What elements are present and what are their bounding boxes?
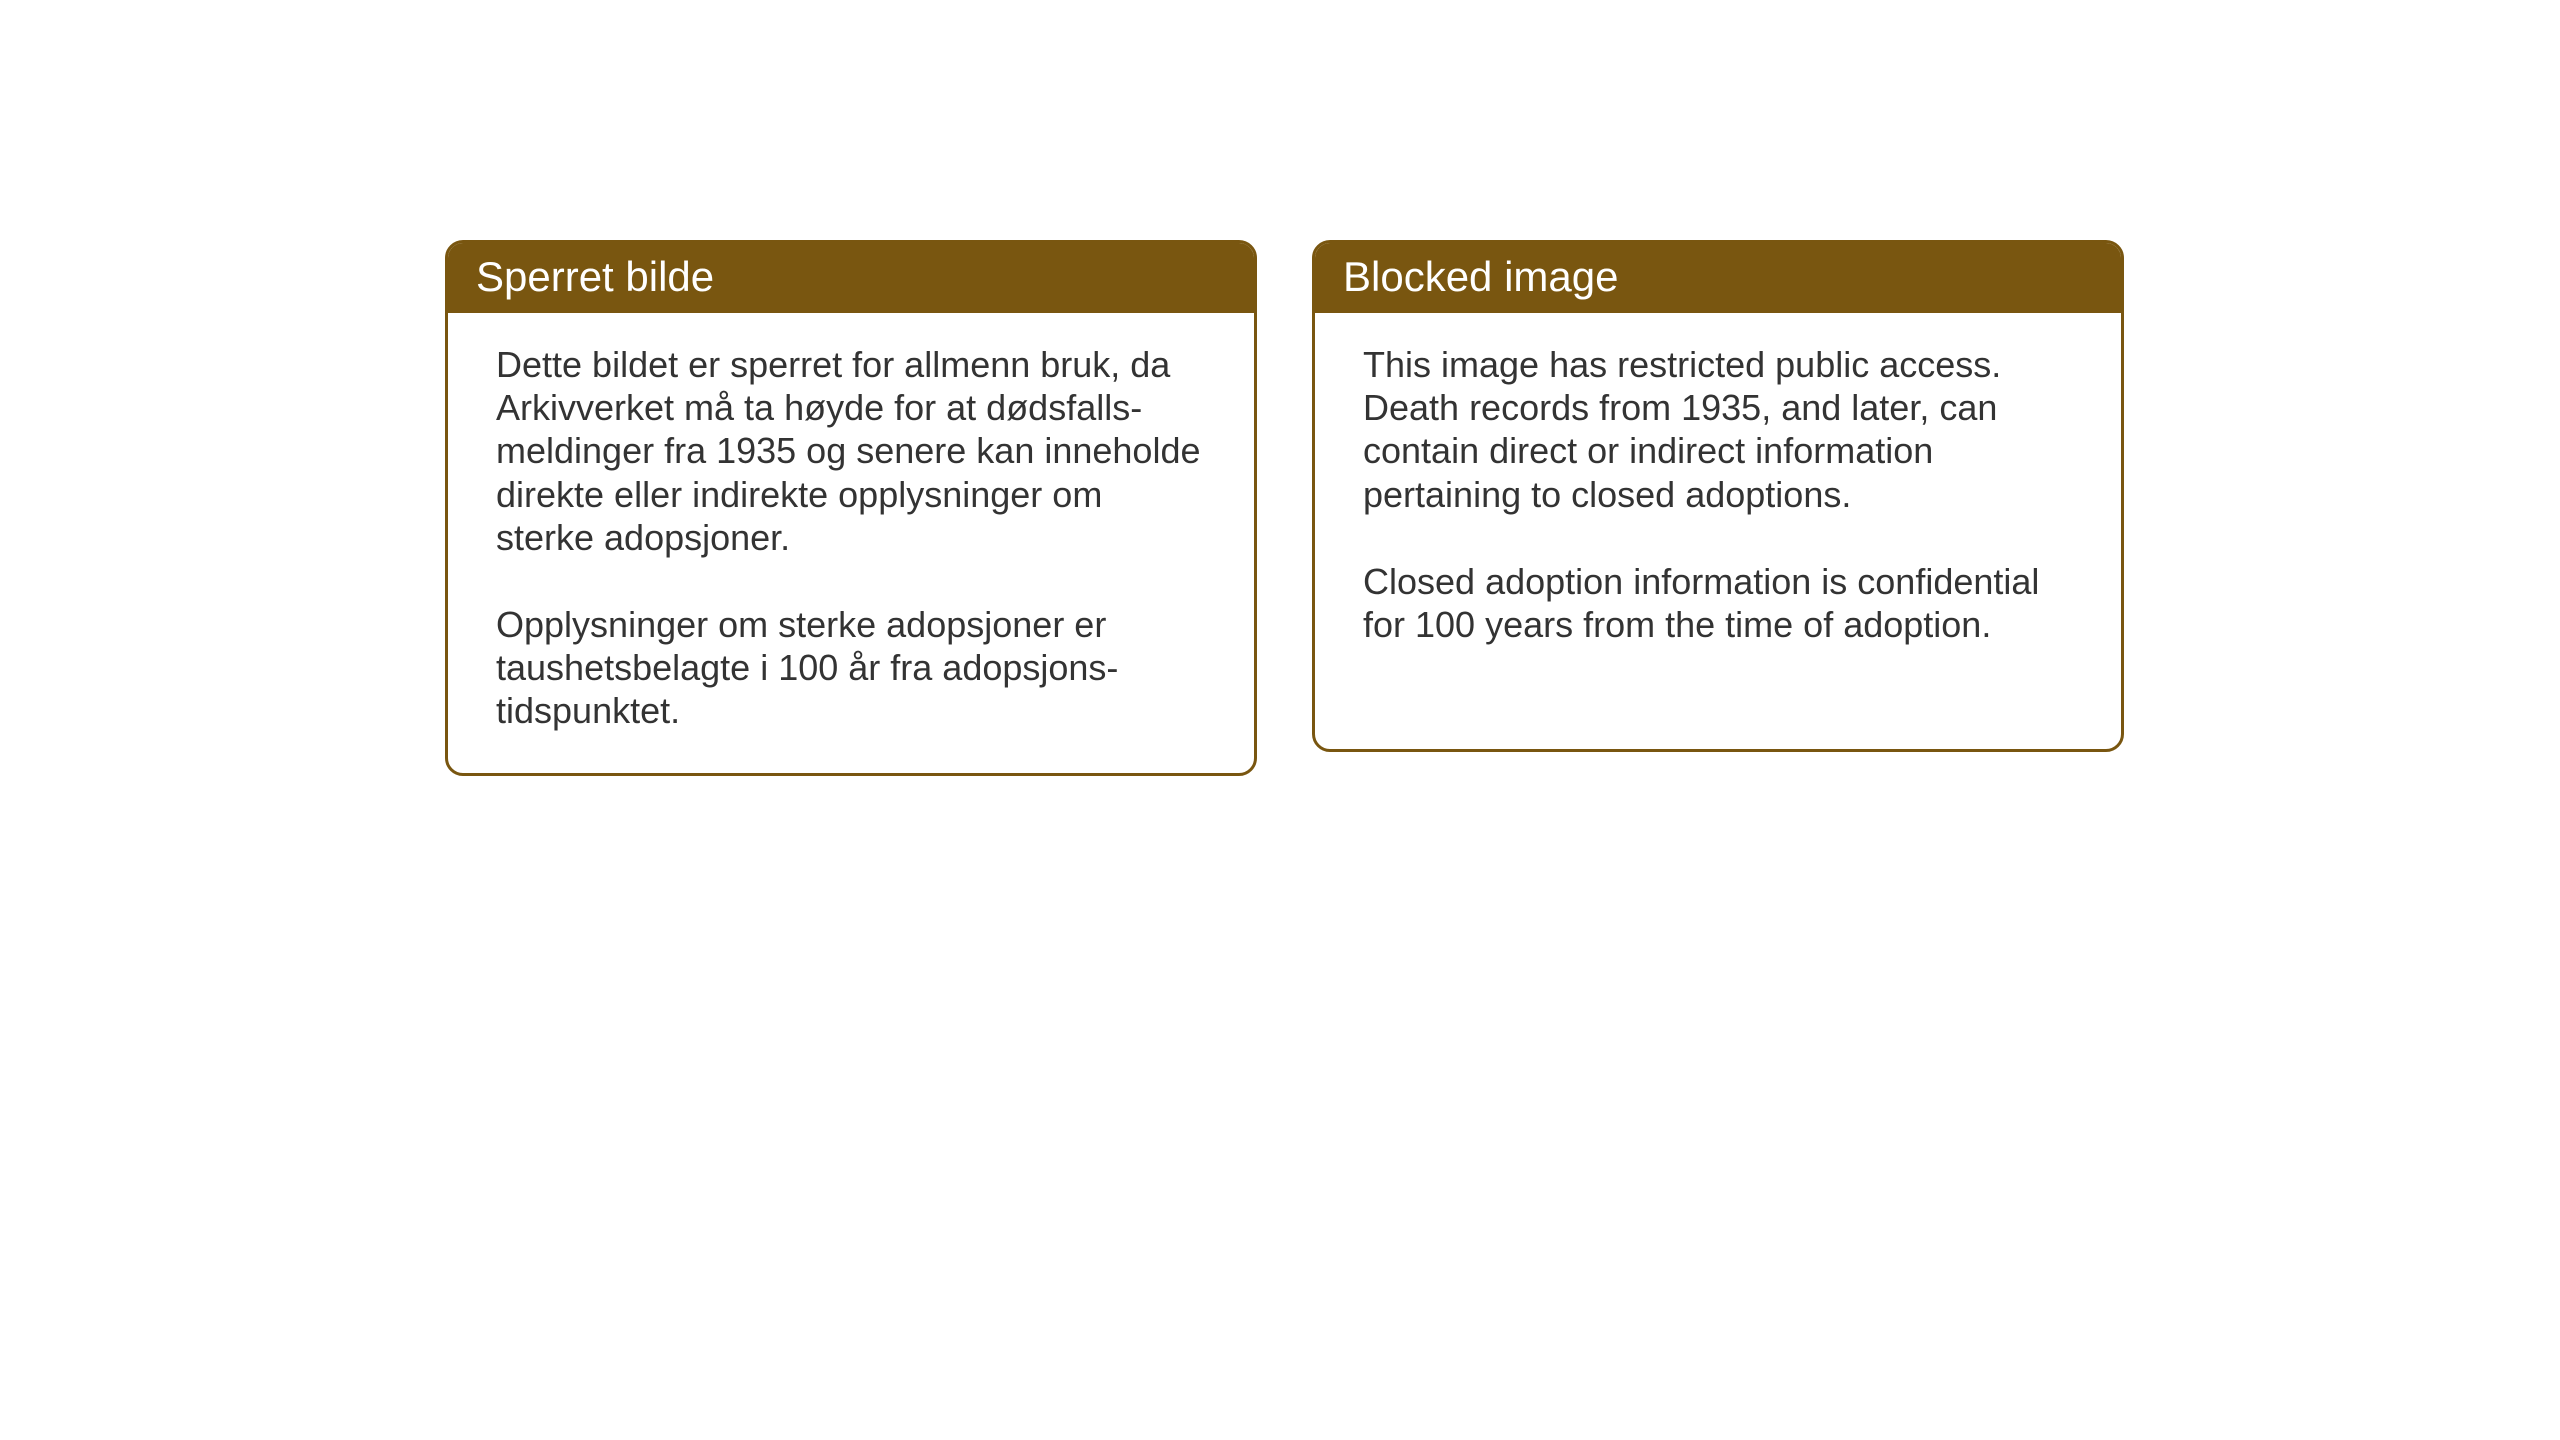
notice-paragraph-2-english: Closed adoption information is confident… xyxy=(1363,560,2073,646)
notice-body-norwegian: Dette bildet er sperret for allmenn bruk… xyxy=(448,313,1254,773)
notice-title-english: Blocked image xyxy=(1343,253,1618,300)
notice-body-english: This image has restricted public access.… xyxy=(1315,313,2121,686)
notice-paragraph-2-norwegian: Opplysninger om sterke adopsjoner er tau… xyxy=(496,603,1206,733)
notice-paragraph-1-norwegian: Dette bildet er sperret for allmenn bruk… xyxy=(496,343,1206,559)
notice-paragraph-1-english: This image has restricted public access.… xyxy=(1363,343,2073,516)
notice-container: Sperret bilde Dette bildet er sperret fo… xyxy=(445,240,2124,776)
notice-card-norwegian: Sperret bilde Dette bildet er sperret fo… xyxy=(445,240,1257,776)
notice-card-english: Blocked image This image has restricted … xyxy=(1312,240,2124,752)
notice-header-norwegian: Sperret bilde xyxy=(448,243,1254,313)
notice-title-norwegian: Sperret bilde xyxy=(476,253,714,300)
notice-header-english: Blocked image xyxy=(1315,243,2121,313)
